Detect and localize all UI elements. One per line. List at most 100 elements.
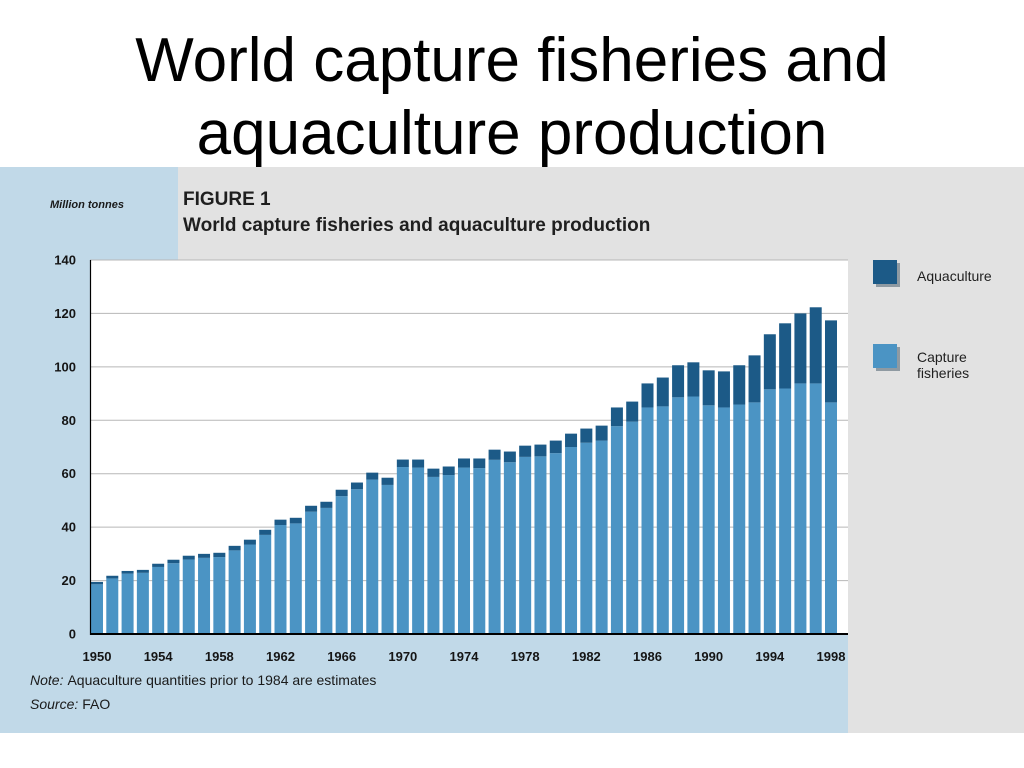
y-tick-label: 0	[69, 627, 76, 642]
bar-aquaculture-1968	[366, 472, 379, 480]
bar-aquaculture-1962	[274, 519, 287, 526]
bar-aquaculture-1995	[779, 323, 792, 389]
note-text: Aquaculture quantities prior to 1984 are…	[67, 672, 377, 688]
bar-aquaculture-1971	[412, 459, 425, 468]
bar-aquaculture-1966	[335, 489, 348, 497]
bar-capture-fisheries-1964	[305, 511, 318, 634]
legend-band	[848, 260, 1024, 733]
tick-labels: 0 20 40 60 80 100 120 140 1950 1954 1958 1962 1966 19…	[54, 253, 845, 665]
bar-capture-fisheries-1957	[198, 557, 211, 634]
bar-aquaculture-1960	[243, 539, 256, 545]
bar-capture-fisheries-1986	[641, 407, 654, 634]
bar-capture-fisheries-1956	[182, 559, 195, 634]
bar-capture-fisheries-1962	[274, 525, 287, 634]
bar-capture-fisheries-1954	[152, 566, 165, 634]
x-tick-label: 1966	[327, 649, 356, 664]
bar-capture-fisheries-1993	[748, 402, 761, 634]
bar-aquaculture-1975	[473, 458, 486, 469]
bar-capture-fisheries-1990	[702, 405, 715, 634]
bar-aquaculture-1983	[595, 425, 608, 441]
y-tick-label: 60	[62, 466, 76, 481]
bar-aquaculture-1965	[320, 501, 333, 508]
bar-aquaculture-1956	[182, 555, 195, 560]
bar-aquaculture-1988	[672, 365, 685, 398]
bar-capture-fisheries-1998	[825, 402, 837, 634]
y-tick-label: 100	[54, 359, 76, 374]
source-text: FAO	[82, 696, 111, 712]
bar-capture-fisheries-1960	[243, 544, 256, 634]
bar-capture-fisheries-1965	[320, 507, 333, 634]
x-tick-label: 1986	[633, 649, 662, 664]
bar-aquaculture-1993	[748, 355, 761, 403]
y-tick-label: 80	[62, 413, 76, 428]
bar-aquaculture-1984	[610, 407, 623, 427]
bar-aquaculture-1964	[305, 505, 318, 512]
figure-panel: Million tonnes FIGURE 1 World capture fi…	[0, 167, 1024, 733]
bar-aquaculture-1978	[519, 445, 532, 457]
bar-capture-fisheries-1981	[565, 447, 578, 634]
x-tick-label: 1982	[572, 649, 601, 664]
bar-capture-fisheries-1974	[458, 467, 470, 634]
y-tick-label: 20	[62, 573, 76, 588]
bar-capture-fisheries-1989	[687, 396, 700, 634]
bar-aquaculture-1974	[458, 458, 470, 468]
x-tick-label: 1958	[205, 649, 234, 664]
bar-aquaculture-1998	[825, 320, 837, 403]
bar-aquaculture-1985	[626, 401, 639, 422]
figure-source: Source: FAO	[30, 696, 110, 712]
bar-aquaculture-1991	[717, 371, 730, 408]
bar-capture-fisheries-1966	[335, 496, 348, 634]
bars	[91, 307, 837, 634]
bar-aquaculture-1951	[106, 575, 119, 579]
bar-aquaculture-1994	[763, 334, 776, 390]
bar-aquaculture-1990	[702, 370, 715, 406]
bar-aquaculture-1954	[152, 563, 165, 567]
bar-capture-fisheries-1970	[396, 467, 409, 634]
bar-capture-fisheries-1967	[350, 489, 363, 634]
bar-capture-fisheries-1983	[595, 440, 608, 634]
bar-capture-fisheries-1996	[794, 383, 807, 634]
bar-capture-fisheries-1971	[412, 467, 425, 634]
legend-swatch-capture-fisheries	[873, 344, 897, 368]
x-tick-label: 1978	[511, 649, 540, 664]
bar-capture-fisheries-1959	[228, 550, 241, 634]
bar-aquaculture-1963	[289, 517, 302, 524]
x-tick-label: 1962	[266, 649, 295, 664]
bar-capture-fisheries-1972	[427, 476, 440, 634]
source-label: Source:	[30, 696, 79, 712]
y-tick-label: 40	[62, 520, 76, 535]
y-tick-label: 140	[54, 253, 76, 268]
bar-aquaculture-1958	[213, 552, 226, 558]
slide-title: World capture fisheries and aquaculture …	[135, 26, 889, 168]
bar-capture-fisheries-1963	[289, 523, 302, 634]
figure-label: FIGURE 1	[183, 189, 271, 210]
legend-swatch-aquaculture	[873, 260, 897, 284]
bar-capture-fisheries-1977	[503, 462, 516, 634]
bar-capture-fisheries-1991	[717, 407, 730, 634]
bar-aquaculture-1989	[687, 362, 700, 397]
bar-aquaculture-1957	[198, 553, 211, 558]
bar-aquaculture-1980	[549, 440, 562, 454]
x-tick-label: 1970	[388, 649, 417, 664]
bar-aquaculture-1967	[350, 482, 363, 490]
bar-capture-fisheries-1953	[136, 572, 149, 634]
note-label: Note:	[30, 672, 64, 688]
bar-capture-fisheries-1951	[106, 578, 119, 634]
legend-label-capture-fisheries: Capture fisheries	[917, 349, 970, 381]
bar-aquaculture-1952	[121, 570, 134, 574]
bar-aquaculture-1987	[656, 377, 669, 407]
x-tick-label: 1994	[755, 649, 785, 664]
bar-capture-fisheries-1984	[610, 426, 623, 634]
legend-label-aquaculture: Aquaculture	[917, 268, 992, 284]
bar-capture-fisheries-1997	[809, 383, 822, 634]
bar-capture-fisheries-1950	[91, 584, 103, 634]
bar-aquaculture-1979	[534, 444, 547, 457]
bar-aquaculture-1970	[396, 459, 409, 468]
bar-aquaculture-1961	[259, 529, 272, 535]
y-tick-label: 120	[54, 306, 76, 321]
bar-aquaculture-1973	[442, 466, 455, 476]
bar-capture-fisheries-1968	[366, 479, 379, 634]
bar-aquaculture-1996	[794, 313, 807, 384]
y-axis-unit-label: Million tonnes	[50, 199, 124, 211]
bar-capture-fisheries-1973	[442, 475, 455, 634]
